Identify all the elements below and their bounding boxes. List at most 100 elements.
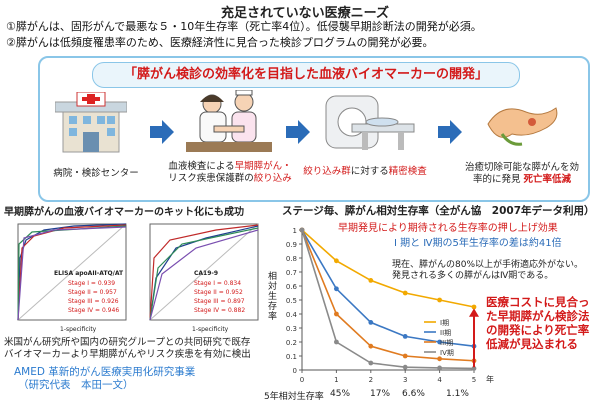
series-point bbox=[334, 339, 339, 345]
survival-chart-title: ステージ毎、膵がん相対生存率（全がん協 2007年データ利用） bbox=[282, 205, 595, 217]
y-tick-label: 0.1 bbox=[286, 353, 297, 361]
series-point bbox=[368, 343, 374, 349]
series-point bbox=[471, 304, 477, 310]
legend-label: IV期 bbox=[440, 349, 454, 357]
roc1-stat: Stage I = 0.939 bbox=[68, 280, 116, 287]
step3-text: に対する bbox=[350, 166, 389, 177]
series-point bbox=[437, 365, 442, 371]
x-tick-label: 3 bbox=[403, 376, 407, 384]
series-point bbox=[368, 278, 374, 283]
series-point bbox=[471, 366, 477, 371]
roc1-stat: Stage III = 0.926 bbox=[68, 298, 119, 305]
series-point bbox=[437, 297, 442, 303]
five-year-value-4: 1.1% bbox=[446, 389, 469, 399]
y-tick-label: 0.9 bbox=[286, 241, 297, 249]
legend-label: II期 bbox=[440, 329, 451, 337]
y-tick-label: 0.3 bbox=[286, 325, 297, 333]
roc1-name: ELISA apoAII-ATQ/AT bbox=[54, 270, 124, 277]
series-point bbox=[402, 290, 408, 296]
y-tick-label: 0.4 bbox=[286, 311, 298, 319]
step3-highlight: 絞り込み群 bbox=[303, 166, 351, 177]
annotation-effect: 早期発見により期待される生存率の押し上げ効果 bbox=[338, 223, 558, 234]
series-point bbox=[334, 258, 339, 264]
roc2-stat: Stage IV = 0.882 bbox=[194, 307, 246, 314]
annotation-current-2: 発見される多くの膵がんはⅣ期である。 bbox=[392, 271, 554, 281]
y-tick-label: 0.6 bbox=[286, 283, 298, 291]
conclusion-text: 医療コストに見合っ た早期膵がん検診法 の開発により死亡率 低減が見込まれる bbox=[486, 295, 590, 351]
kit-heading: 早期膵がんの血液バイオマーカーのキット化にも成功 bbox=[4, 207, 244, 218]
series-point bbox=[368, 320, 374, 325]
y-tick-label: 0.2 bbox=[286, 339, 297, 347]
x-axis-label: 年 bbox=[486, 374, 494, 384]
y-tick-label: 0 bbox=[293, 367, 297, 375]
arrow-right-icon bbox=[286, 120, 310, 144]
series-point bbox=[299, 227, 305, 233]
amed-line-2: （研究代表 本田一文） bbox=[18, 379, 134, 391]
roc-chart-2: CA19-9 Stage I = 0.834 Stage II = 0.952 … bbox=[136, 218, 264, 340]
step2-text: リスク疾患保護群の bbox=[168, 173, 254, 184]
x-tick-label: 0 bbox=[300, 376, 304, 384]
series-point bbox=[402, 334, 408, 339]
step3-caption: 絞り込み群に対する精密検査 bbox=[300, 166, 430, 178]
series-line bbox=[301, 229, 475, 362]
series-line bbox=[301, 229, 475, 308]
amed-line-1: AMED 革新的がん医療実用化研究事業 bbox=[14, 366, 196, 378]
series-point bbox=[334, 286, 339, 292]
x-tick-label: 1 bbox=[334, 376, 338, 384]
chart-ylabel: 相対生存率 bbox=[268, 272, 278, 322]
conclusion-line: た早期膵がん検診法 bbox=[486, 309, 590, 323]
research-note-2: バイオマーカーより早期膵がんやリスク疾患を有効に検出 bbox=[4, 349, 251, 360]
step4-caption: 治癒切除可能な膵がんを効 率的に発見 死亡率低減 bbox=[462, 162, 582, 186]
step2-caption: 血液検査による早期膵がん・ リスク疾患保護群の絞り込み bbox=[160, 161, 300, 185]
legend-label: III期 bbox=[440, 339, 453, 347]
five-year-value-1: 45% bbox=[330, 389, 351, 399]
series-point bbox=[334, 311, 339, 317]
roc2-xlabel: 1-specificity bbox=[192, 326, 229, 333]
legend-label: I期 bbox=[440, 319, 449, 327]
hospital-icon bbox=[55, 92, 127, 153]
conclusion-line: 低減が見込まれる bbox=[486, 337, 578, 351]
series-point bbox=[437, 339, 442, 345]
roc2-stat: Stage III = 0.897 bbox=[194, 298, 245, 305]
step4-highlight: 死亡率低減 bbox=[523, 174, 572, 185]
x-tick-label: 4 bbox=[437, 376, 442, 384]
series-line bbox=[301, 229, 475, 347]
page-title: 充足されていない医療ニーズ bbox=[221, 6, 389, 21]
conclusion-line: の開発により死亡率 bbox=[486, 323, 590, 337]
step2-highlight: 絞り込み bbox=[253, 173, 292, 184]
ct-scanner-illustration bbox=[325, 95, 415, 150]
series-line bbox=[301, 229, 475, 370]
flow-banner: 「膵がん検診の効率化を目指した血液バイオマーカーの開発」 bbox=[92, 62, 520, 88]
step3-highlight: 精密検査 bbox=[388, 166, 427, 177]
y-tick-label: 1 bbox=[293, 227, 297, 235]
step4-text: 治癒切除可能な膵がんを効 bbox=[464, 162, 579, 173]
y-tick-label: 0.7 bbox=[286, 269, 297, 277]
series-point bbox=[402, 353, 408, 359]
roc2-stat: Stage II = 0.952 bbox=[194, 289, 243, 296]
conclusion-line: 医療コストに見合っ bbox=[486, 295, 590, 309]
step1-caption: 病院・検診センター bbox=[53, 168, 139, 179]
arrow-right-icon bbox=[150, 120, 174, 144]
five-year-value-3: 6.6% bbox=[402, 389, 425, 399]
step4-text: 率的に発見 bbox=[472, 174, 521, 185]
x-tick-label: 2 bbox=[369, 376, 373, 384]
arrow-right-icon bbox=[438, 120, 462, 144]
roc2-stat: Stage I = 0.834 bbox=[194, 280, 242, 287]
five-year-value-2: 17% bbox=[370, 389, 391, 399]
series-point bbox=[402, 364, 408, 370]
step2-text: 血液検査による bbox=[168, 161, 235, 172]
research-note-1: 米国がん研究所や国内の研究グループとの共同研究で既存 bbox=[4, 337, 251, 348]
intro-line-2: ②膵がんは低頻度罹患率のため、医療経済性に見合った検診プログラムの開発が必要。 bbox=[6, 36, 434, 49]
roc1-stat: Stage IV = 0.946 bbox=[68, 307, 120, 314]
roc1-xlabel: 1-specificity bbox=[60, 326, 97, 333]
series-point bbox=[368, 360, 374, 366]
step2-highlight: 早期膵がん・ bbox=[234, 161, 292, 172]
intro-line-1: ①膵がんは、固形がんで最悪な５・10年生存率（死亡率4位）。低侵襲早期診断法の開… bbox=[6, 20, 482, 33]
blood-test-illustration bbox=[186, 90, 272, 152]
pancreas-illustration bbox=[487, 107, 558, 146]
roc-chart-1: ELISA apoAII-ATQ/AT Stage I = 0.939 Stag… bbox=[4, 218, 132, 340]
y-tick-label: 0.8 bbox=[286, 255, 297, 263]
y-tick-label: 0.5 bbox=[286, 297, 297, 305]
annotation-ratio: Ⅰ 期と Ⅳ期の5年生存率の差は約41倍 bbox=[394, 238, 562, 249]
effect-arrow-head bbox=[469, 308, 479, 317]
